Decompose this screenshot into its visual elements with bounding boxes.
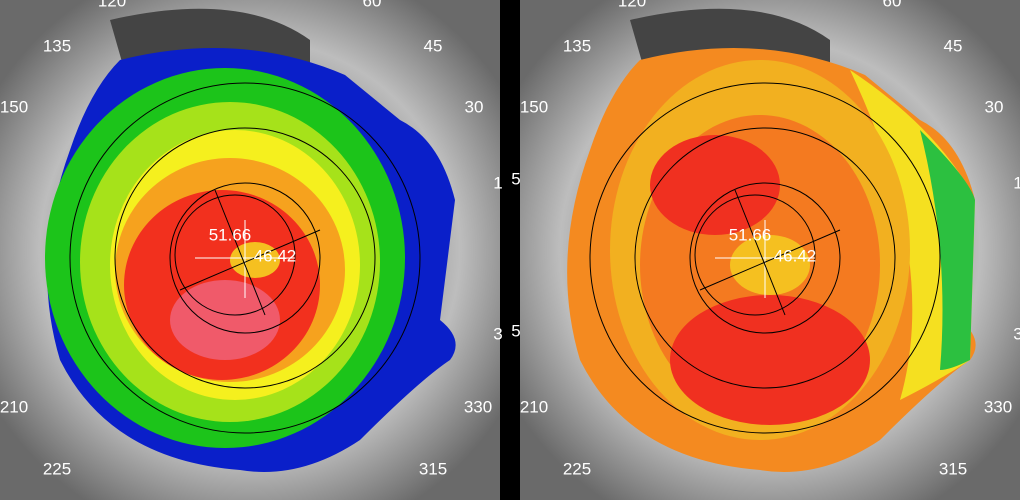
angle-label: 45 [424,36,443,55]
k-reading: 46.42 [774,246,817,265]
angle-label: 315 [939,459,967,478]
angle-label: 150 [0,97,28,116]
angle-label: 30 [985,97,1004,116]
map-zone [730,235,810,295]
axis-line [699,229,841,291]
angle-label: 60 [363,0,382,10]
angle-label: 225 [563,459,591,478]
angle-label: 120 [98,0,126,10]
angle-label: 5 [0,321,1,340]
k-reading: 51.66 [729,225,772,244]
zone-ring [169,182,321,334]
tangential-map-panel: 120 60 135 45 150 30 5 1 5 3 210 330 225 315 51.6646.4… [511,0,1020,500]
k-reading: 46.42 [254,246,297,265]
angle-label: 330 [984,397,1012,416]
zone-ring [689,182,841,334]
pupil-outline [694,194,816,316]
angle-label: 135 [563,36,591,55]
zone-ring [589,82,941,434]
angle-label: 45 [944,36,963,55]
angle-label: 60 [883,0,902,10]
map-zone [230,242,280,278]
angle-label: 5 [511,169,520,188]
axis-line [179,229,321,291]
angle-label: 150 [520,97,548,116]
angle-label: 1 [493,173,502,192]
angle-label: 30 [465,97,484,116]
map-zone [920,130,975,370]
angle-label: 330 [464,397,492,416]
angle-label: 210 [520,397,548,416]
angle-label: 315 [419,459,447,478]
angle-label: 135 [43,36,71,55]
k-reading: 51.66 [209,225,252,244]
zone-ring [634,127,896,389]
zone-ring [114,127,376,389]
axis-line [734,189,786,316]
angle-label: 225 [43,459,71,478]
axis-line [214,189,266,316]
zone-ring [69,82,421,434]
map-zone [650,135,780,235]
angle-label: 210 [0,397,28,416]
axial-map-panel: 120 60 135 45 150 30 5 1 5 3 210 330 225 315 51.6646.4… [0,0,503,500]
angle-label: 5 [0,169,1,188]
angle-label: 3 [493,324,502,343]
angle-label: 5 [511,321,520,340]
pupil-outline [174,194,296,316]
map-zone [670,295,870,425]
angle-label: 1 [1013,173,1020,192]
angle-label: 120 [618,0,646,10]
map-zone [170,280,280,360]
angle-label: 3 [1013,324,1020,343]
